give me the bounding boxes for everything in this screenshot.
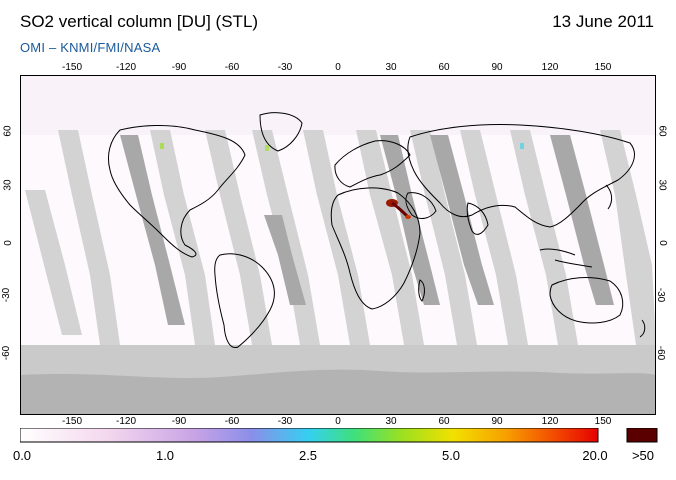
lat-tick-right: 30 (656, 179, 668, 191)
lat-tick-right: -60 (655, 345, 667, 361)
colorbar-label: >50 (631, 448, 655, 463)
colorbar-label: 2.5 (298, 448, 318, 463)
lon-tick-bottom: 30 (385, 416, 397, 427)
map-frame (20, 75, 656, 415)
lat-tick-left: 60 (2, 125, 14, 137)
lon-tick-top: 30 (385, 62, 397, 73)
lon-tick-top: 120 (541, 62, 559, 73)
lon-tick-top: -60 (224, 62, 240, 73)
lon-tick-top: -150 (61, 62, 83, 73)
colorbar-label: 20.0 (582, 448, 608, 463)
so2-plume (386, 199, 411, 219)
antarctica (20, 369, 656, 415)
lon-tick-top: 90 (491, 62, 503, 73)
so2-trace (265, 145, 269, 151)
lon-tick-bottom: 150 (594, 416, 612, 427)
so2-trace (520, 143, 524, 149)
noise-band (20, 75, 656, 135)
map-title: SO2 vertical column [DU] (STL) (20, 12, 259, 31)
colorbar (20, 428, 658, 443)
lat-tick-left: 30 (2, 179, 14, 191)
map-date: 13 June 2011 (552, 12, 654, 31)
lat-tick-left: -30 (1, 287, 13, 303)
coastlines (107, 112, 646, 349)
colorbar-gradient (20, 428, 599, 443)
lat-tick-left: 0 (2, 240, 14, 246)
lon-tick-bottom: -60 (224, 416, 240, 427)
lon-tick-bottom: -120 (115, 416, 137, 427)
lon-tick-bottom: -150 (61, 416, 83, 427)
lon-tick-top: 60 (438, 62, 450, 73)
lon-tick-top: 150 (594, 62, 612, 73)
lon-tick-top: -30 (277, 62, 293, 73)
lat-tick-right: 0 (656, 240, 668, 246)
lon-tick-bottom: 60 (438, 416, 450, 427)
colorbar-overflow-swatch (626, 428, 658, 443)
lat-tick-right: 60 (656, 125, 668, 137)
colorbar-label: 1.0 (155, 448, 175, 463)
so2-trace (160, 143, 164, 149)
lon-tick-top: -120 (115, 62, 137, 73)
lat-tick-right: -30 (655, 287, 667, 303)
so2-world-map (20, 75, 656, 415)
lon-tick-top: 0 (335, 62, 341, 73)
orbit-swaths-light (25, 130, 656, 345)
lon-tick-bottom: 0 (335, 416, 341, 427)
lat-tick-left: -60 (1, 345, 13, 361)
map-subtitle: OMI – KNMI/FMI/NASA (20, 40, 161, 55)
lon-tick-bottom: 90 (491, 416, 503, 427)
lon-tick-bottom: -30 (277, 416, 293, 427)
lon-tick-top: -90 (171, 62, 187, 73)
colorbar-label: 0.0 (12, 448, 32, 463)
orbit-swaths-dark (120, 135, 614, 325)
lon-tick-bottom: 120 (541, 416, 559, 427)
lon-tick-bottom: -90 (171, 416, 187, 427)
colorbar-label: 5.0 (441, 448, 461, 463)
